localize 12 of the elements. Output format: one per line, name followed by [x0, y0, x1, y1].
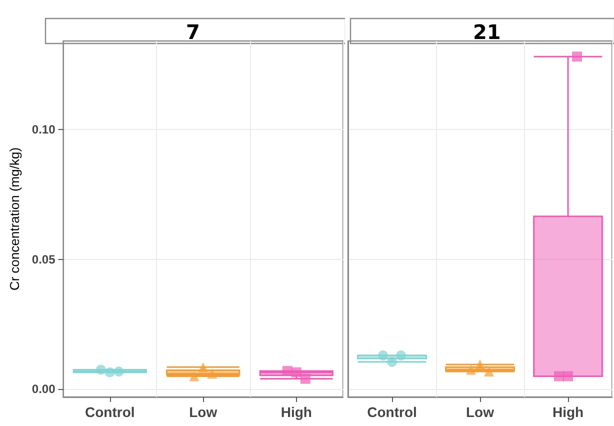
y-tick-label: 0.10	[32, 122, 56, 136]
chart-title: 21	[473, 20, 501, 44]
chart-title: 7	[186, 20, 200, 44]
y-axis-title: Cr concentration (mg/kg)	[7, 147, 22, 291]
x-tick-label: Low	[189, 404, 218, 420]
x-tick-label: Control	[84, 404, 135, 420]
y-tick-label: 0.05	[32, 252, 56, 266]
y-tick-label: 0.00	[32, 382, 56, 396]
x-tick-label: Control	[367, 404, 417, 420]
x-tick-label: High	[552, 404, 584, 420]
x-tick-label: Low	[466, 404, 494, 420]
x-tick-label: High	[280, 404, 312, 420]
